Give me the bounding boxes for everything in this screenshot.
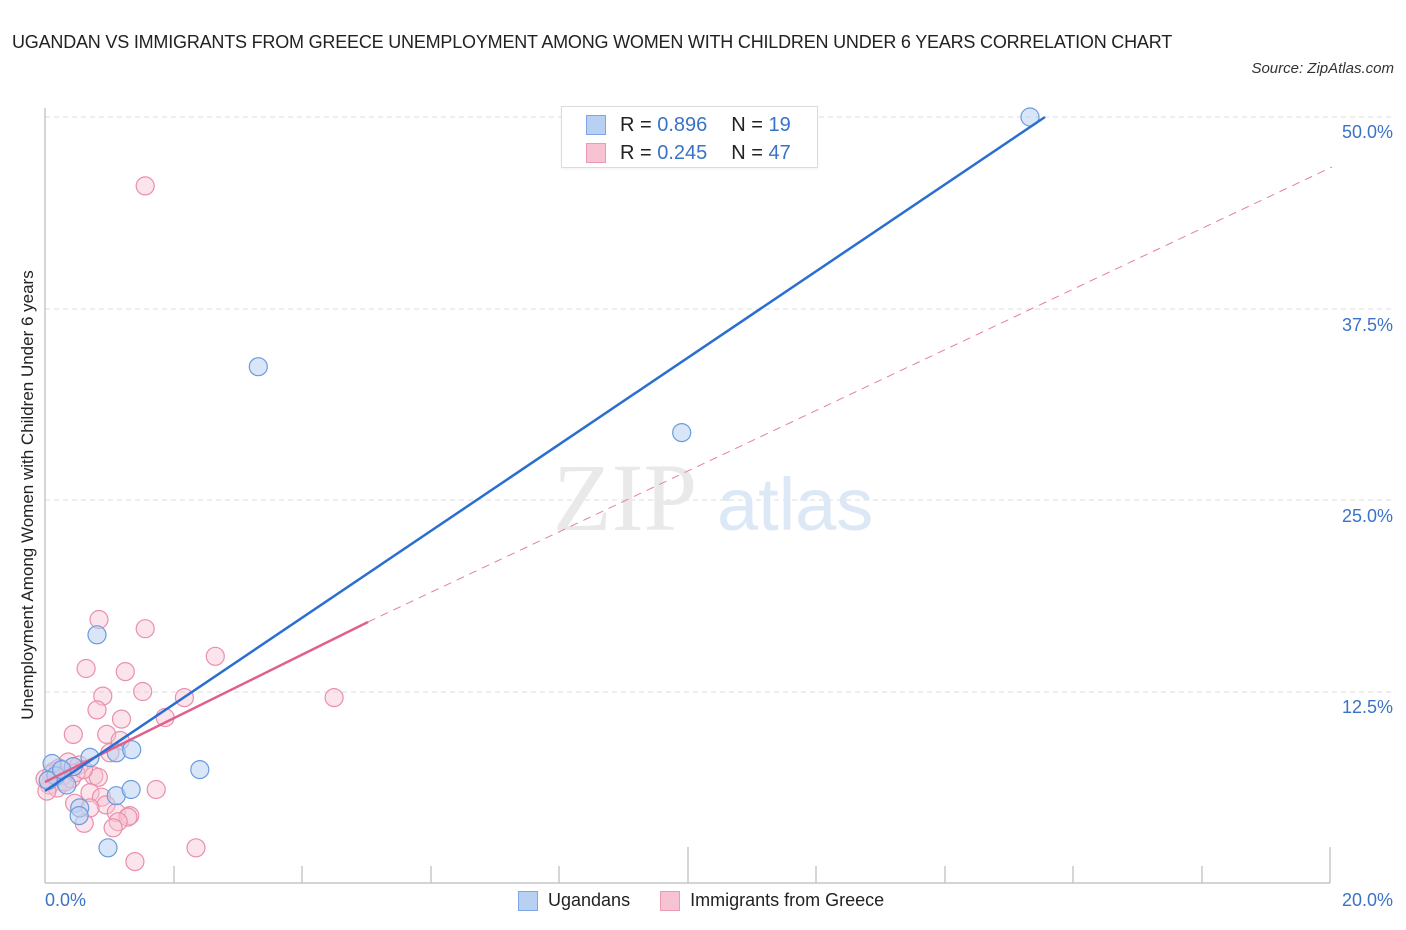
n-value: 47 <box>768 141 791 164</box>
data-point <box>125 851 145 872</box>
data-point <box>87 625 107 645</box>
x-tick-0: 0.0% <box>45 890 87 910</box>
gridlines <box>45 116 1395 693</box>
greece-swatch <box>586 143 606 163</box>
trendlines <box>44 115 1333 793</box>
data-point <box>115 661 135 682</box>
ugandan-trendline <box>44 115 1046 793</box>
data-point <box>121 779 141 800</box>
chart-title: UGANDAN VS IMMIGRANTS FROM GREECE UNEMPL… <box>12 32 1172 52</box>
data-point <box>69 805 89 826</box>
x-tick-20: 20.0% <box>1341 890 1393 910</box>
legend-label: Ugandans <box>548 890 631 910</box>
stats-row-greece: R = 0.245 N = 47 <box>586 141 791 165</box>
r-label: R = <box>620 113 652 136</box>
data-point <box>118 807 138 827</box>
y-tick-37-5: 37.5% <box>1341 315 1393 335</box>
ugandans-swatch <box>518 890 538 911</box>
data-point <box>205 646 225 666</box>
source-credit: Source: ZipAtlas.com <box>1251 60 1394 77</box>
data-point <box>80 782 100 803</box>
data-point <box>98 838 118 858</box>
data-point <box>122 740 142 760</box>
greece-trendline-extrapolated <box>367 166 1333 623</box>
data-point <box>135 619 155 639</box>
data-point <box>111 709 132 729</box>
ugandans-swatch <box>586 115 606 135</box>
r-value: 0.896 <box>657 113 708 136</box>
data-point <box>186 838 206 858</box>
y-tick-50: 50.0% <box>1341 122 1393 142</box>
data-point <box>103 818 123 838</box>
data-point <box>672 423 692 443</box>
y-tick-12-5: 12.5% <box>1341 697 1393 717</box>
stats-row-ugandans: R = 0.896 N = 19 <box>586 113 791 137</box>
watermark: ZIP atlas <box>553 444 873 551</box>
n-label: N = <box>731 141 763 164</box>
data-point <box>146 779 166 800</box>
r-value: 0.245 <box>657 141 708 164</box>
data-point <box>248 357 268 377</box>
ugandan-points <box>38 107 1040 858</box>
n-value: 19 <box>768 113 791 136</box>
legend-item-greece[interactable]: Immigrants from Greece <box>660 890 884 911</box>
data-point <box>135 176 155 196</box>
data-point <box>324 687 344 708</box>
svg-text:ZIP: ZIP <box>553 444 697 551</box>
n-label: N = <box>731 113 763 136</box>
data-point <box>108 812 128 832</box>
data-point <box>133 681 153 702</box>
data-point <box>76 658 96 679</box>
stats-legend: R = 0.896 N = 19 R = 0.245 N = 47 <box>561 106 818 168</box>
axes <box>44 108 1331 884</box>
data-point <box>87 700 107 720</box>
data-point <box>88 767 108 787</box>
series-legend: Ugandans Immigrants from Greece <box>518 890 914 911</box>
data-point <box>190 759 210 780</box>
svg-text:atlas: atlas <box>717 463 873 546</box>
data-point <box>63 724 83 745</box>
r-label: R = <box>620 141 652 164</box>
legend-item-ugandans[interactable]: Ugandans <box>518 890 630 911</box>
legend-label: Immigrants from Greece <box>690 890 885 910</box>
greece-swatch <box>660 890 681 911</box>
y-tick-25: 25.0% <box>1341 506 1393 526</box>
